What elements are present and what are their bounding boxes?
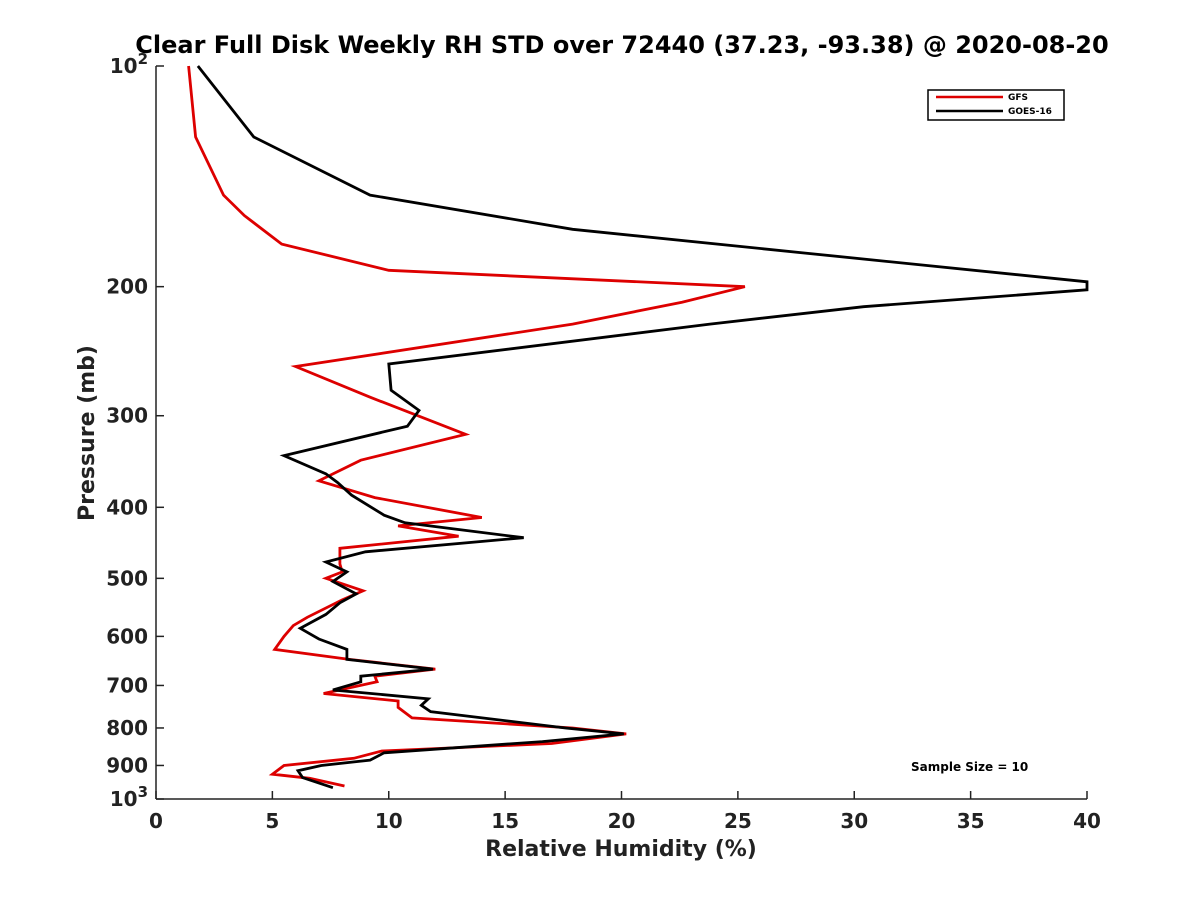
chart-title: Clear Full Disk Weekly RH STD over 72440…: [135, 31, 1108, 59]
legend-label-goes16: GOES-16: [1008, 107, 1052, 117]
y-tick-label: 900: [106, 753, 148, 777]
x-tick-label: 5: [265, 809, 279, 833]
x-tick-label: 10: [375, 809, 403, 833]
x-tick-label: 20: [608, 809, 636, 833]
x-tick-label: 15: [491, 809, 519, 833]
y-tick-label: 300: [106, 404, 148, 428]
x-tick-label: 30: [840, 809, 868, 833]
y-tick-label: 200: [106, 275, 148, 299]
series-line-goes16: [196, 65, 1089, 790]
y-tick-label: 103: [110, 783, 148, 811]
y-tick-label: 400: [106, 495, 148, 519]
x-ticks: 0 5 10 15 20 25 30 35 40: [149, 791, 1101, 833]
y-tick-label: 500: [106, 566, 148, 590]
y-tick-label: 700: [106, 673, 148, 697]
legend: GFS GOES-16: [927, 89, 1065, 121]
x-tick-label: 35: [957, 809, 985, 833]
x-tick-label: 40: [1073, 809, 1101, 833]
legend-label-gfs: GFS: [1008, 93, 1028, 103]
y-tick-label: 102: [110, 50, 148, 78]
y-tick-label: 600: [106, 624, 148, 648]
y-axis-label: Pressure (mb): [75, 345, 100, 521]
x-axis-label: Relative Humidity (%): [485, 837, 757, 862]
y-tick-label: 800: [106, 716, 148, 740]
y-ticks: 102 200 300 400 500 600 700 800 900 103: [106, 50, 164, 811]
series-layer: [187, 65, 1089, 790]
x-tick-label: 25: [724, 809, 752, 833]
x-tick-label: 0: [149, 809, 163, 833]
sample-size-annotation: Sample Size = 10: [911, 760, 1028, 774]
legend-box: [927, 89, 1065, 121]
